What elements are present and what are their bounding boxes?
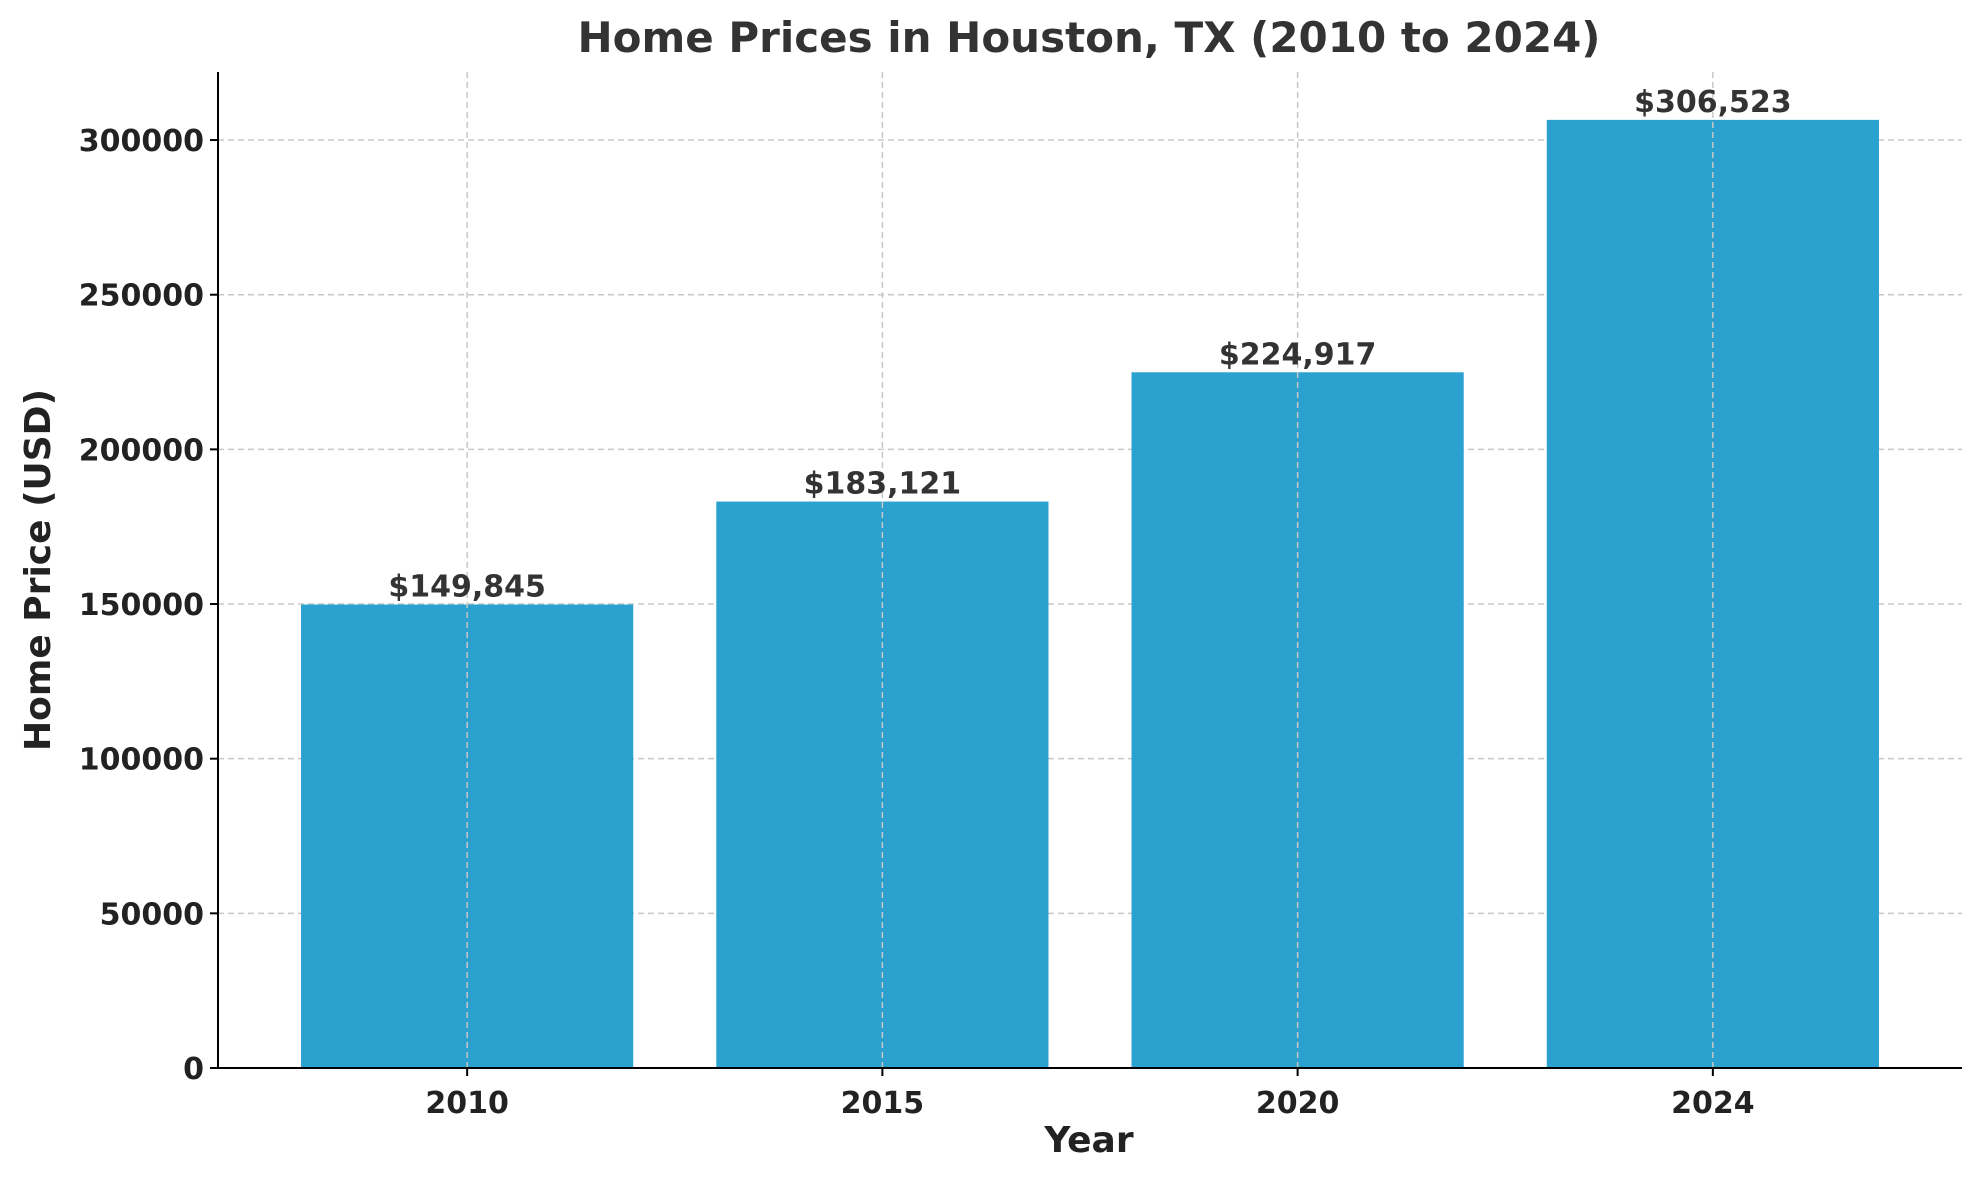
- x-tick-label: 2015: [841, 1086, 925, 1121]
- y-tick-label: 250000: [79, 279, 204, 314]
- y-axis-label: Home Price (USD): [18, 389, 59, 751]
- y-tick-label: 0: [183, 1052, 204, 1087]
- data-label: $224,917: [1219, 337, 1377, 372]
- x-tick-label: 2010: [425, 1086, 509, 1121]
- x-tick-label: 2020: [1256, 1086, 1340, 1121]
- y-tick-label: 100000: [79, 743, 204, 778]
- chart-title: Home Prices in Houston, TX (2010 to 2024…: [577, 13, 1600, 62]
- x-tick-label: 2024: [1671, 1086, 1755, 1121]
- vertical-grid: [466, 72, 1714, 1068]
- y-tick-label: 300000: [79, 124, 204, 159]
- data-label: $306,523: [1634, 85, 1792, 120]
- data-labels: $149,845 $183,121 $224,917 $306,523: [388, 85, 1791, 605]
- y-tick-label: 200000: [79, 433, 204, 468]
- y-tick-label: 150000: [79, 588, 204, 623]
- x-axis-ticks: 2010 2015 2020 2024: [425, 1068, 1755, 1121]
- y-axis-ticks: 0 50000 100000 150000 200000 250000 300000: [79, 124, 218, 1087]
- y-tick-label: 50000: [100, 897, 204, 932]
- x-axis-label: Year: [1043, 1120, 1133, 1161]
- data-label: $149,845: [388, 570, 546, 605]
- data-label: $183,121: [804, 467, 962, 502]
